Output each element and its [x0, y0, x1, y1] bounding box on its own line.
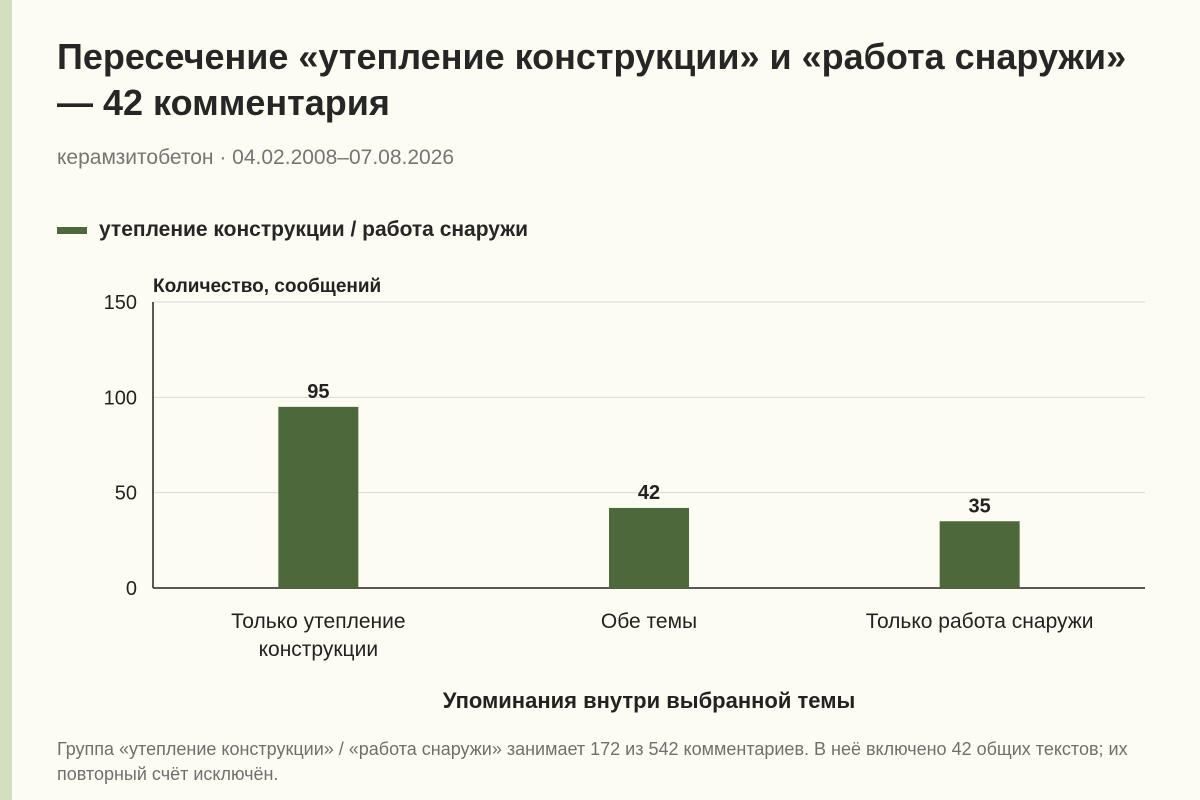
bar	[609, 507, 689, 588]
x-tick-label-line: Только работа снаружи	[866, 610, 1094, 633]
chart-legend: утепление конструкции / работа снаружи	[57, 218, 528, 242]
y-tick-label: 50	[115, 483, 137, 505]
page-title: Пересечение «утепление конструкции» и «р…	[57, 36, 1127, 123]
y-tick-label: 150	[104, 292, 137, 314]
x-tick-label-line: конструкции	[259, 638, 378, 661]
bar-value-label: 35	[969, 495, 991, 517]
y-tick-label: 0	[126, 578, 137, 600]
x-tick-label: Только утепление конструкции	[231, 610, 405, 661]
page-subtitle: керамзитобетон · 04.02.2008–07.08.2026	[57, 146, 455, 169]
x-tick-label: Обе темы	[601, 610, 697, 633]
y-axis-label: Количество, сообщений	[153, 276, 381, 297]
bar	[939, 521, 1020, 588]
bar-value-label: 42	[638, 482, 660, 504]
bar	[278, 406, 359, 588]
x-tick-label: Только работа снаружи	[866, 610, 1094, 633]
chart-footnote: Группа «утепление конструкции» / «работа…	[57, 739, 1128, 784]
left-accent-stripe	[0, 0, 12, 800]
x-tick-label-line: Обе темы	[601, 610, 697, 633]
y-tick-label: 100	[104, 387, 137, 409]
legend-label: утепление конструкции / работа снаружи	[99, 218, 529, 241]
legend-swatch	[57, 226, 87, 234]
x-axis-label: Упоминания внутри выбранной темы	[443, 688, 856, 713]
x-tick-label-line: Только утепление	[231, 610, 405, 633]
bar-value-label: 95	[307, 381, 329, 403]
